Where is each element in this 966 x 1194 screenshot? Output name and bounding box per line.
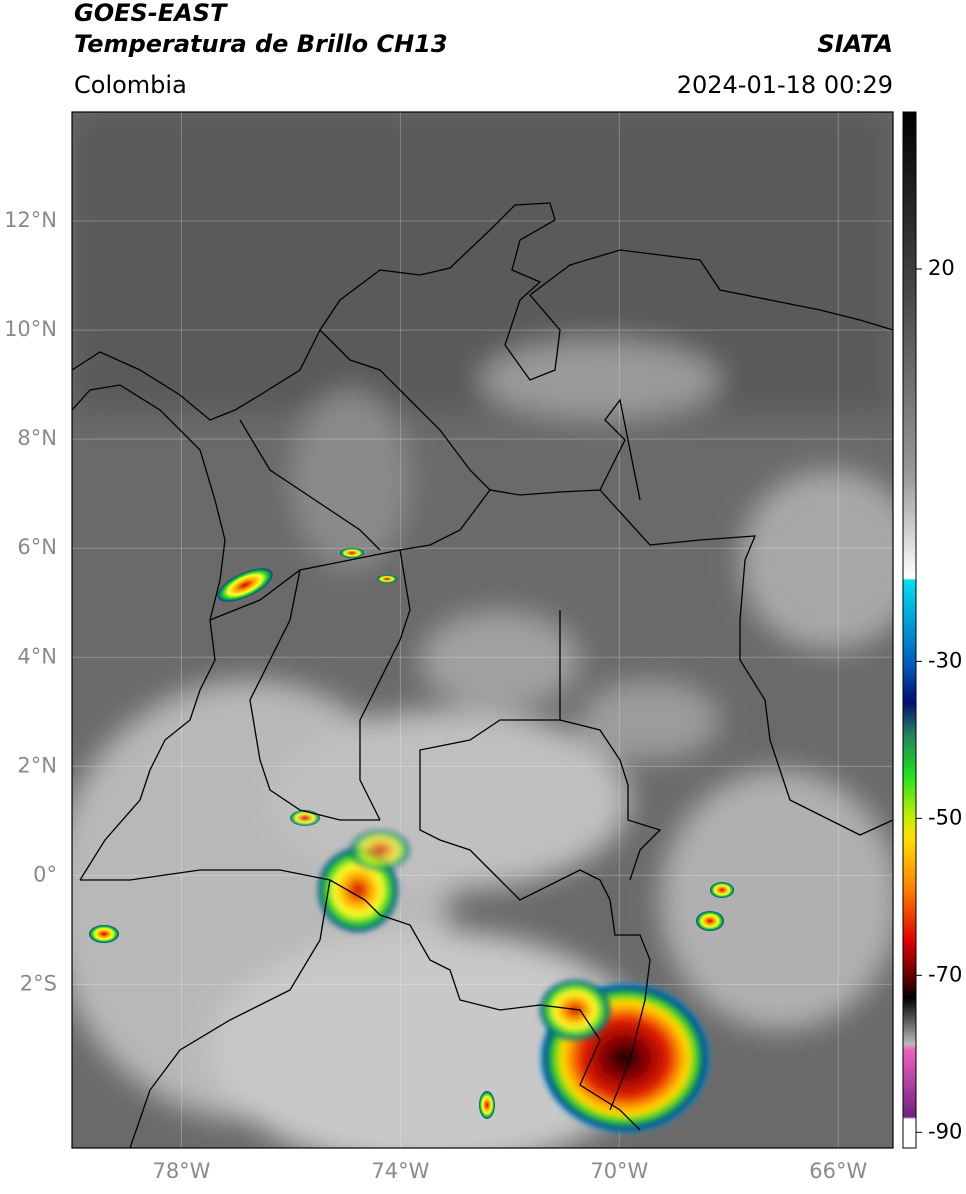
colorbar-tick-label: -70 [928,962,962,986]
colorbar-tick-label: -30 [928,648,962,672]
lon-tick-label: 70°W [590,1159,648,1183]
lat-tick-label: 12°N [4,208,57,232]
lon-tick-label: 74°W [371,1159,429,1183]
satellite-title: GOES-EAST [74,0,228,27]
source-label: SIATA [817,30,893,58]
lat-tick-label: 4°N [17,644,57,668]
lat-tick-label: 2°N [17,753,57,777]
colorbar-tick-label: -90 [928,1119,962,1143]
colorbar-tick-label: 20 [928,256,955,280]
lat-tick-label: 10°N [4,317,57,341]
colorbar [902,111,917,1149]
map-frame [71,111,894,1149]
borders [72,202,893,1148]
graticule [72,112,893,1148]
satellite-image [72,112,893,1148]
lat-tick-label: 2°S [20,971,57,995]
lat-tick-label: 6°N [17,535,57,559]
datetime-label: 2024-01-18 00:29 [677,71,893,99]
region-label: Colombia [74,71,187,99]
lon-tick-label: 78°W [152,1159,210,1183]
lat-tick-label: 8°N [17,426,57,450]
colorbar-tick-label: -50 [928,805,962,829]
product-title: Temperatura de Brillo CH13 [74,30,448,58]
lat-tick-label: 0° [33,862,57,886]
lon-tick-label: 66°W [809,1159,867,1183]
